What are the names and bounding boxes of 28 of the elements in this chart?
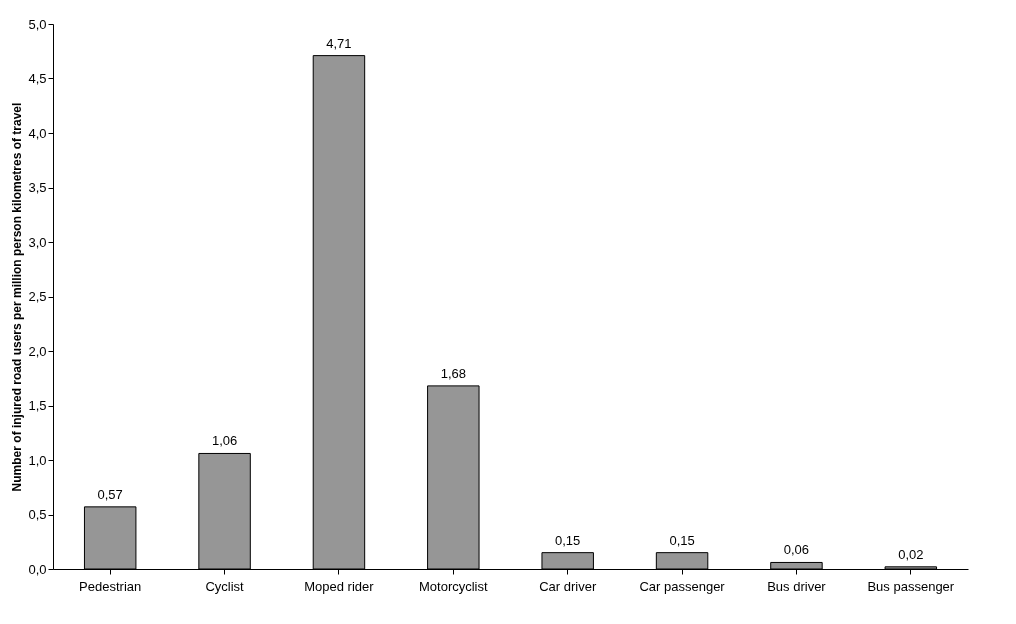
y-tick-label: 2,0 [28,343,47,359]
y-tick-label: 1,0 [28,452,47,468]
y-tick-label: 1,5 [28,398,47,413]
data-label: 0,15 [555,532,581,548]
data-label: 4,71 [326,35,352,51]
y-axis-title: Number of injured road users per million person kilometres of travel [10,102,25,492]
x-tick-label: Pedestrian [79,578,142,594]
x-tick-label: Motorcyclist [419,578,489,594]
y-tick-label: 5,0 [28,16,47,32]
y-tick-label: 2,5 [28,289,47,304]
x-tick-label: Bus driver [767,578,827,594]
x-tick-label: Car driver [539,578,597,594]
data-label: 1,06 [211,433,238,449]
data-label: 0,06 [783,542,810,558]
y-tick-label: 3,5 [28,180,47,195]
y-tick-label: 0,5 [28,507,47,522]
x-tick-label: Car passenger [639,578,726,594]
y-tick-label: 3,0 [28,234,47,250]
data-label: 0,57 [97,486,123,502]
y-tick-label: 0,0 [28,561,47,577]
x-tick-label: Cyclist [205,578,245,594]
data-label: 1,68 [440,365,466,381]
x-tick-label: Bus passenger [867,578,955,594]
x-tick-label: Moped rider [304,578,375,594]
data-label: 0,15 [669,532,695,548]
y-tick-label: 4,0 [28,125,47,141]
data-label: 0,02 [898,546,924,562]
y-tick-label: 4,5 [28,71,47,86]
